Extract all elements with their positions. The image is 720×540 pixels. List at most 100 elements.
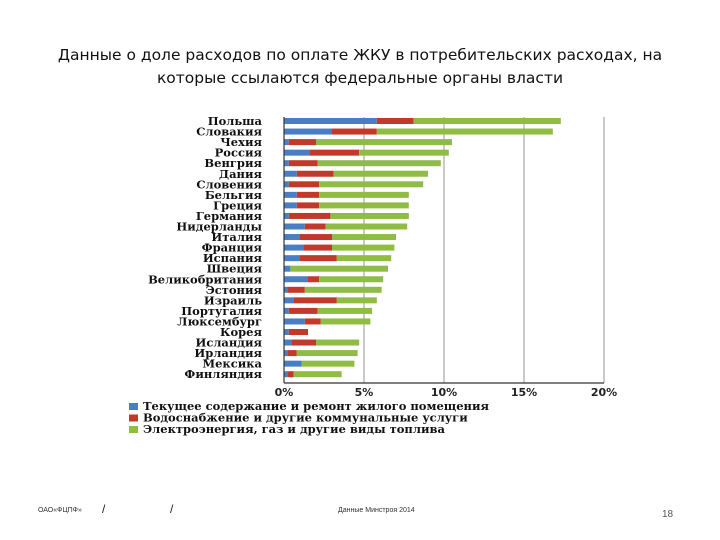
grid-lines bbox=[363, 117, 605, 383]
bar-segment-series-1 bbox=[284, 181, 289, 188]
bar-segment-series-1 bbox=[284, 234, 300, 241]
bar-segment-series-3 bbox=[319, 191, 409, 198]
bar-segment-series-2 bbox=[288, 307, 318, 314]
bar-segment-series-2 bbox=[296, 191, 320, 198]
bar-segment-series-1 bbox=[284, 318, 305, 325]
bar-segment-series-3 bbox=[336, 297, 377, 304]
bar-segment-series-3 bbox=[319, 181, 424, 188]
bar-segment-series-2 bbox=[293, 297, 337, 304]
bar-segment-series-3 bbox=[290, 265, 388, 272]
legend-swatch bbox=[129, 403, 138, 410]
bar-segment-series-1 bbox=[284, 202, 297, 209]
category-label: Великобритания bbox=[148, 272, 262, 286]
bar-segment-series-3 bbox=[304, 286, 382, 293]
category-label: Дания bbox=[219, 167, 263, 181]
bar-segment-series-2 bbox=[287, 350, 297, 357]
axes bbox=[283, 117, 604, 384]
bar-segment-series-1 bbox=[284, 329, 289, 335]
bar-segment-series-3 bbox=[413, 118, 561, 124]
bar-segment-series-3 bbox=[317, 307, 372, 314]
bar-segment-series-2 bbox=[292, 339, 316, 346]
bar-segment-series-2 bbox=[309, 149, 360, 156]
bar-segment-series-3 bbox=[319, 276, 384, 283]
slide-title: Данные о доле расходов по оплате ЖКУ в п… bbox=[30, 44, 690, 90]
x-tick-label: 20% bbox=[591, 386, 617, 399]
x-tick-labels: 0% 5% 10% 15% 20% bbox=[275, 386, 618, 399]
category-label: Швеция bbox=[207, 262, 263, 276]
x-tick-label: 10% bbox=[431, 386, 457, 399]
page-number: 18 bbox=[662, 509, 674, 520]
bar-segment-series-2 bbox=[308, 276, 320, 283]
legend-label: Текущее содержание и ремонт жилого помещ… bbox=[143, 399, 489, 413]
category-label: Италия bbox=[211, 230, 262, 244]
category-label: Испания bbox=[203, 251, 263, 265]
x-tick-label: 5% bbox=[355, 386, 374, 399]
category-labels: ПольшаСловакияЧехияРоссияВенгрияДанияСло… bbox=[148, 114, 262, 381]
bars bbox=[284, 118, 561, 378]
bar-segment-series-1 bbox=[284, 360, 302, 367]
bar-segment-series-2 bbox=[288, 139, 316, 146]
slide-title-line-1: Данные о доле расходов по оплате ЖКУ в п… bbox=[57, 46, 663, 64]
bar-segment-series-3 bbox=[320, 318, 371, 325]
bar-segment-series-3 bbox=[330, 212, 409, 219]
bar-segment-series-3 bbox=[316, 339, 360, 346]
bar-segment-series-2 bbox=[296, 202, 320, 209]
legend: Текущее содержание и ремонт жилого помещ… bbox=[129, 399, 489, 436]
bar-segment-series-3 bbox=[333, 170, 428, 177]
bar-segment-series-1 bbox=[284, 276, 308, 283]
footer-slash-1: / bbox=[102, 502, 106, 516]
bar-segment-series-2 bbox=[288, 160, 318, 167]
bar-segment-series-2 bbox=[332, 128, 377, 135]
category-label: Португалия bbox=[181, 304, 262, 318]
bar-segment-series-3 bbox=[293, 371, 342, 378]
category-label: Корея bbox=[220, 325, 262, 339]
category-label: Россия bbox=[215, 146, 263, 160]
footer-slash-2: / bbox=[170, 502, 174, 516]
bar-segment-series-3 bbox=[332, 244, 395, 251]
bar-segment-series-3 bbox=[319, 202, 409, 209]
category-label: Финляндия bbox=[184, 367, 262, 381]
bar-segment-series-2 bbox=[304, 318, 321, 325]
category-label: Словения bbox=[196, 177, 262, 191]
category-label: Мексика bbox=[202, 357, 262, 371]
bar-segment-series-3 bbox=[376, 128, 553, 135]
bar-segment-series-1 bbox=[284, 139, 289, 146]
bar-segment-series-3 bbox=[332, 234, 396, 241]
bar-segment-series-2 bbox=[287, 286, 305, 293]
category-label: Франция bbox=[202, 241, 263, 255]
bar-segment-series-2 bbox=[288, 181, 320, 188]
category-label: Исландия bbox=[195, 336, 262, 350]
category-label: Греция bbox=[213, 198, 262, 212]
bar-segment-series-2 bbox=[300, 234, 332, 241]
legend-label: Электроэнергия, газ и другие виды топлив… bbox=[143, 422, 445, 436]
bar-segment-series-3 bbox=[296, 350, 358, 357]
bar-segment-series-3 bbox=[317, 160, 441, 167]
legend-swatch bbox=[129, 414, 138, 422]
bar-segment-series-1 bbox=[284, 212, 289, 219]
bar-segment-series-2 bbox=[296, 170, 334, 177]
slide-title-line-2: которые ссылаются федеральные органы вла… bbox=[156, 69, 564, 87]
x-tick-label: 15% bbox=[511, 386, 537, 399]
category-label: Венгрия bbox=[204, 156, 262, 170]
bar-segment-series-2 bbox=[300, 255, 337, 262]
category-label: Словакия bbox=[196, 125, 262, 139]
bar-segment-series-1 bbox=[284, 286, 288, 293]
category-label: Ирландия bbox=[194, 346, 262, 360]
bar-segment-series-1 bbox=[284, 339, 292, 346]
legend-swatch bbox=[129, 426, 138, 433]
bar-segment-series-3 bbox=[325, 223, 408, 230]
footer-org: ОАО«ФЦПФ» bbox=[38, 507, 82, 514]
bar-segment-series-2 bbox=[376, 118, 414, 124]
bar-segment-series-1 bbox=[284, 160, 289, 167]
bar-segment-series-2 bbox=[288, 212, 331, 219]
legend-label: Водоснабжение и другие коммунальные услу… bbox=[143, 411, 468, 425]
bar-segment-series-1 bbox=[284, 223, 305, 230]
bar-segment-series-2 bbox=[304, 223, 326, 230]
bar-segment-series-3 bbox=[316, 139, 452, 146]
category-label: Германия bbox=[196, 209, 263, 223]
bar-segment-series-2 bbox=[287, 371, 294, 378]
footer-source: Данные Минстроя 2014 bbox=[338, 507, 415, 514]
category-label: Польша bbox=[208, 114, 263, 128]
bar-segment-series-1 bbox=[284, 350, 288, 357]
bar-segment-series-2 bbox=[303, 244, 332, 251]
